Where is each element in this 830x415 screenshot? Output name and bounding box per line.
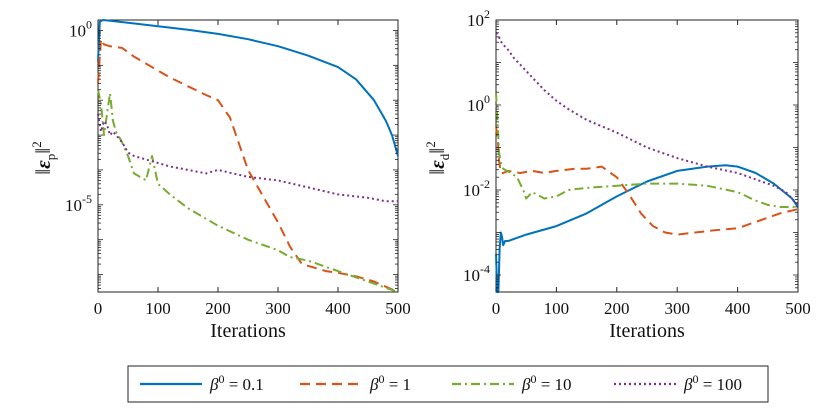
right-panel: 0 100 200 300 400 500 102 100 10-2 10-4 Iteratio… xyxy=(423,7,811,342)
left-panel: 0 100 200 300 400 500 100 10-5 Iterations ‖εp‖… xyxy=(29,17,411,342)
left-ylabel: ‖εp‖2 xyxy=(29,141,58,174)
left-xticks: 0 100 200 300 400 500 xyxy=(94,20,411,318)
left-series-line-3 xyxy=(97,89,399,293)
legend-label-1: β0 = 0.1 xyxy=(209,372,264,394)
right-ytick-label: 102 xyxy=(467,7,490,30)
right-series-line-3 xyxy=(495,92,798,208)
right-xtick-label: 500 xyxy=(785,299,811,318)
left-xtick-label: 300 xyxy=(265,299,291,318)
left-xtick-label: 100 xyxy=(145,299,171,318)
right-series-group xyxy=(495,32,799,293)
legend: β0 = 0.1 β0 = 1 β0 = 10 β0 = 100 xyxy=(127,365,769,403)
right-series-line-1 xyxy=(495,164,799,293)
svg-text:‖εp‖2: ‖εp‖2 xyxy=(29,141,58,174)
right-xtick-label: 100 xyxy=(544,299,570,318)
left-xtick-label: 200 xyxy=(205,299,231,318)
left-plot-area xyxy=(97,19,399,293)
left-yticks: 100 10-5 xyxy=(65,17,398,289)
right-ytick-label: 100 xyxy=(467,92,490,115)
right-ytick-label: 10-2 xyxy=(463,177,490,200)
right-xtick-label: 400 xyxy=(725,299,751,318)
right-ytick-label: 10-4 xyxy=(463,262,490,285)
right-xticks: 0 100 200 300 400 500 xyxy=(492,20,811,318)
left-ytick-label: 10-5 xyxy=(65,192,92,215)
legend-label-2: β0 = 1 xyxy=(369,372,411,394)
right-plot-area xyxy=(495,19,799,293)
right-series-line-2 xyxy=(495,126,799,236)
left-series-line-1 xyxy=(97,19,399,157)
right-series-line-4 xyxy=(495,32,799,206)
legend-box xyxy=(127,365,769,403)
legend-label-4: β0 = 100 xyxy=(683,372,742,394)
left-series-line-2 xyxy=(97,38,399,293)
right-xtick-label: 200 xyxy=(604,299,630,318)
left-series-group xyxy=(97,19,399,293)
right-ylabel: ‖εd‖2 xyxy=(423,141,452,174)
left-series-line-4 xyxy=(97,114,398,203)
right-xtick-label: 300 xyxy=(664,299,690,318)
right-xlabel: Iterations xyxy=(609,320,685,342)
legend-label-3: β0 = 10 xyxy=(521,372,572,394)
left-xtick-label: 400 xyxy=(325,299,351,318)
svg-text:‖εd‖2: ‖εd‖2 xyxy=(423,141,452,174)
right-yticks: 102 100 10-2 10-4 xyxy=(463,7,798,293)
left-xtick-label: 500 xyxy=(385,299,411,318)
legend-items: β0 = 0.1 β0 = 1 β0 = 10 β0 = 100 xyxy=(140,372,742,394)
left-xlabel: Iterations xyxy=(210,320,286,342)
left-xtick-label: 0 xyxy=(94,299,103,318)
left-ytick-label: 100 xyxy=(69,17,92,40)
right-xtick-label: 0 xyxy=(492,299,501,318)
